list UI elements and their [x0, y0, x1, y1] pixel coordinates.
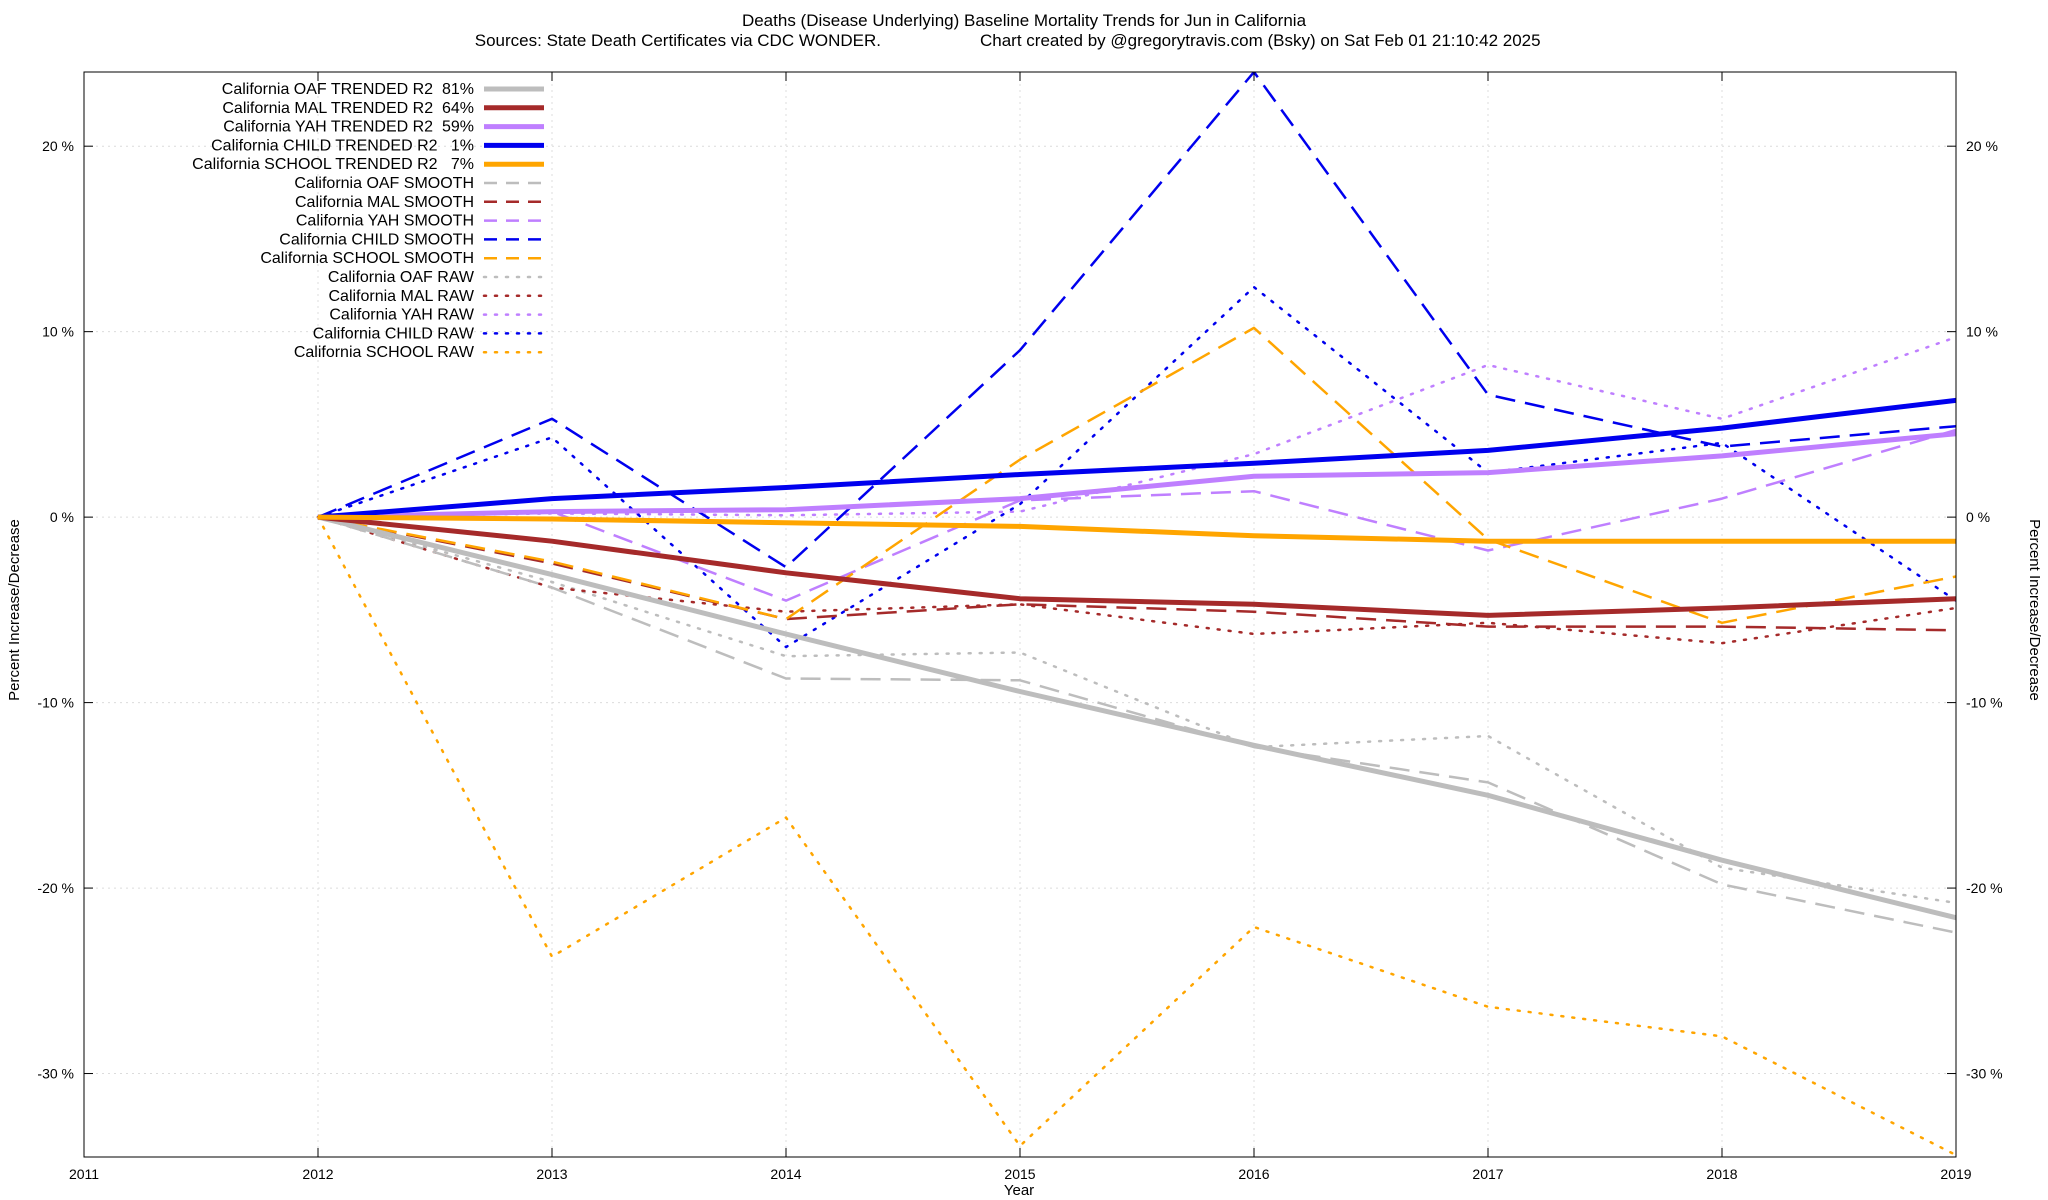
- legend-label-yah-trended: California YAH TRENDED R2 59%: [223, 119, 474, 136]
- y-axis-label-left: Percent Increase/Decrease: [6, 519, 23, 701]
- legend-label-school-raw: California SCHOOL RAW: [294, 344, 475, 361]
- chart-subtitle-sources: Sources: State Death Certificates via CD…: [475, 31, 881, 50]
- legend-label-child-trended: California CHILD TRENDED R2 1%: [211, 137, 474, 154]
- x-tick-label: 2014: [770, 1166, 801, 1182]
- y-tick-label-right: -20 %: [1966, 880, 2003, 896]
- y-tick-label-left: -10 %: [37, 695, 74, 711]
- legend-label-child-raw: California CHILD RAW: [313, 325, 475, 342]
- legend-label-mal-smooth: California MAL SMOOTH: [295, 194, 474, 211]
- legend-label-yah-smooth: California YAH SMOOTH: [296, 213, 474, 230]
- legend: California OAF TRENDED R2 81% California …: [192, 81, 546, 361]
- chart-title: Deaths (Disease Underlying) Baseline Mor…: [742, 11, 1307, 30]
- y-tick-label-left: -20 %: [37, 880, 74, 896]
- series-line-mal-raw: [316, 515, 1956, 645]
- x-tick-label: 2015: [1004, 1166, 1035, 1182]
- x-tick-label: 2019: [1940, 1166, 1971, 1182]
- y-tick-label-right: 10 %: [1966, 324, 1998, 340]
- x-axis-label: Year: [1004, 1182, 1034, 1199]
- series-line-yah-smooth: [317, 428, 1956, 602]
- legend-label-mal-raw: California MAL RAW: [328, 288, 474, 305]
- x-tick-label: 2016: [1238, 1166, 1269, 1182]
- series-line-oaf-trended: [317, 514, 1956, 921]
- tick-layer: 2011 2012 2013 2014 2015 2016 2017 2018 2019 20 %…: [37, 72, 2003, 1182]
- series-line-mal-trended: [317, 514, 1956, 618]
- series-layer: [316, 72, 1956, 1157]
- y-tick-label-left: -30 %: [37, 1066, 74, 1082]
- legend-label-school-smooth: California SCHOOL SMOOTH: [260, 250, 474, 267]
- legend-label-mal-trended: California MAL TRENDED R2 64%: [222, 100, 474, 117]
- legend-label-oaf-raw: California OAF RAW: [328, 269, 475, 286]
- y-tick-label-right: -10 %: [1966, 695, 2003, 711]
- series-line-oaf-raw: [316, 515, 1956, 905]
- y-tick-label-right: -30 %: [1966, 1066, 2003, 1082]
- y-tick-label-right: 20 %: [1966, 138, 1998, 154]
- y-tick-label-right: 0 %: [1966, 509, 1990, 525]
- series-line-child-smooth: [317, 72, 1956, 569]
- series-line-school-smooth: [317, 326, 1956, 625]
- legend-label-oaf-trended: California OAF TRENDED R2 81%: [222, 81, 474, 98]
- chart-subtitle-credit: Chart created by @gregorytravis.com (Bsk…: [980, 31, 1541, 50]
- y-tick-label-left: 0 %: [50, 509, 74, 525]
- series-line-yah-trended: [317, 431, 1956, 520]
- series-line-oaf-smooth: [317, 515, 1956, 934]
- y-tick-label-left: 20 %: [42, 138, 74, 154]
- legend-label-school-trended: California SCHOOL TRENDED R2 7%: [192, 156, 474, 173]
- x-tick-label: 2017: [1472, 1166, 1503, 1182]
- legend-label-oaf-smooth: California OAF SMOOTH: [294, 175, 474, 192]
- y-axis-label-right: Percent Increase/Decrease: [2026, 519, 2043, 701]
- x-tick-label: 2018: [1706, 1166, 1737, 1182]
- series-line-mal-smooth: [317, 515, 1956, 632]
- legend-label-yah-raw: California YAH RAW: [329, 307, 475, 324]
- series-line-school-trended: [317, 514, 1956, 544]
- x-tick-label: 2013: [536, 1166, 567, 1182]
- series-line-school-raw: [316, 515, 1956, 1157]
- legend-label-child-smooth: California CHILD SMOOTH: [279, 231, 474, 248]
- y-tick-label-left: 10 %: [42, 324, 74, 340]
- series-line-child-trended: [317, 397, 1956, 520]
- series-line-child-raw: [316, 285, 1956, 649]
- x-tick-label: 2012: [302, 1166, 333, 1182]
- x-tick-label: 2011: [69, 1166, 99, 1182]
